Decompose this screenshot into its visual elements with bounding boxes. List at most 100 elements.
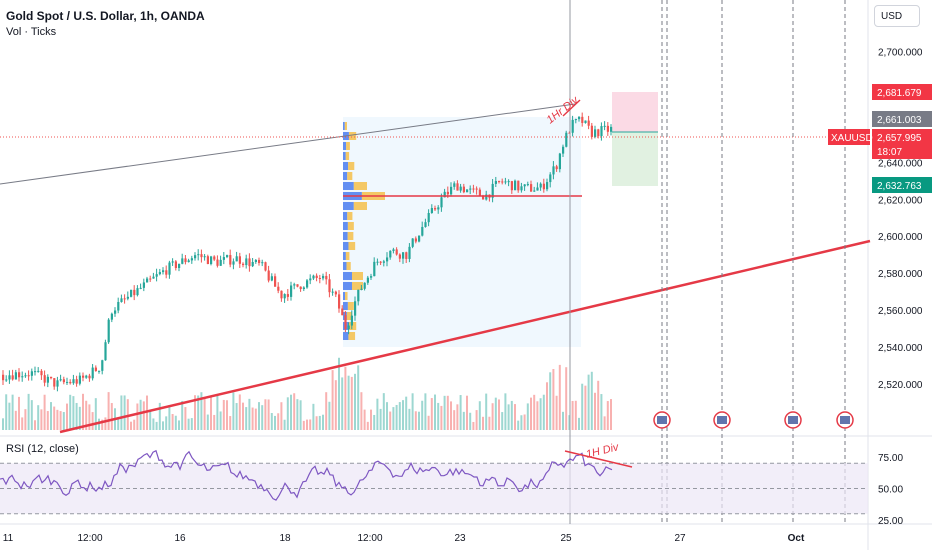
candle-body [315,275,318,278]
volume-profile-bar [344,122,348,130]
candle-body [104,342,107,361]
volume-bar [312,403,315,430]
candle-body [382,261,385,263]
volume-profile-bar [348,332,356,340]
candle-body [408,246,411,259]
volume-bar [325,392,328,430]
volume-bar [142,401,145,430]
volume-bar [152,418,155,430]
volume-bar [200,392,203,430]
candle-body [168,262,171,275]
candle-body [414,238,417,242]
volume-bar [357,365,360,430]
volume-bar [254,408,257,430]
volume-profile-bar [343,262,347,270]
candle-body [318,277,321,279]
candle-body [584,120,587,123]
candle-body [165,270,168,275]
volume-bar [302,420,305,430]
candle-body [446,191,449,195]
volume-profile-bar [343,222,348,230]
volume-profile-bar [346,312,352,320]
price-tick-label: 2,640.000 [878,158,923,169]
candle-body [469,188,472,190]
volume-bar [469,412,472,430]
candle-body [533,190,536,192]
volume-bar [542,394,545,430]
candle-body [293,284,296,286]
candle-body [427,213,430,223]
currency-button[interactable]: USD [874,5,920,27]
candle-body [120,298,123,302]
volume-bar [158,402,161,430]
volume-bar [261,405,264,430]
candle-body [523,184,526,187]
volume-profile-bar [343,202,354,210]
volume-bar [62,412,65,430]
candle-body [402,252,405,259]
candle-body [594,129,597,137]
volume-bar [350,376,353,430]
volume-bar [395,404,398,430]
candle-body [597,129,600,137]
volume-bar [290,394,292,430]
candle-body [14,372,17,380]
candle-body [482,195,485,200]
candle-body [82,375,85,378]
candle-body [264,262,267,271]
time-tick-label: 12:00 [357,533,382,544]
candle-body [328,279,331,293]
volume-bar [456,404,459,430]
rsi-tick-label: 75.00 [878,453,903,464]
candle-body [494,181,497,184]
candle-body [504,181,507,183]
volume-bar [110,403,113,430]
volume-bar [411,393,414,430]
candle-body [258,259,261,264]
volume-bar [216,395,219,430]
volume-bar [56,409,59,430]
volume-bar [606,401,609,430]
candle-body [184,258,187,263]
candle-body [437,207,440,210]
volume-bar [347,375,350,430]
candle-body [53,378,56,387]
candle-body [130,289,133,297]
candle-body [126,296,129,299]
volume-bar [427,415,430,430]
candle-body [600,126,603,137]
candle-body [213,256,216,260]
candle-body [331,291,334,293]
candle-body [450,186,453,195]
volume-bar [117,417,120,430]
candle-body [34,371,37,373]
volume-bar [296,399,299,430]
price-tick-label: 2,620.000 [878,195,923,206]
volume-bar [11,394,14,430]
volume-bar [571,400,574,430]
candle-body [587,120,590,126]
volume-bar [178,420,180,430]
candle-body [338,294,341,309]
volume-bar [462,411,465,430]
candle-body [94,367,97,372]
volume-bar [120,395,123,430]
candle-body [357,289,360,302]
candle-body [40,370,43,376]
volume-profile-bar [343,302,348,310]
candle-body [197,254,200,256]
candle-body [21,376,24,378]
volume-bar [603,416,606,430]
volume-profile-bar [346,142,350,150]
volume-profile-bar [343,172,348,180]
candle-body [75,379,78,384]
candle-body [56,380,59,387]
candle-body [149,278,152,280]
candle-body [558,153,561,170]
volume-bar [322,414,324,430]
volume-indicator-label: Vol · Ticks [6,26,57,38]
candle-body [62,379,65,383]
time-tick-label: 12:00 [77,533,102,544]
volume-bar [507,404,510,430]
